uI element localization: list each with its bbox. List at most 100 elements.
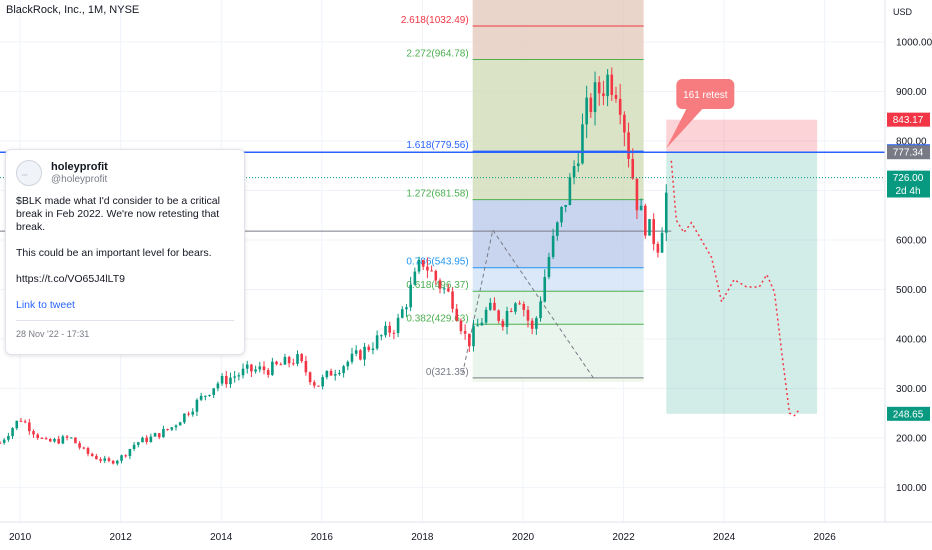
candle-body	[388, 325, 392, 333]
candle-body	[618, 98, 622, 115]
candle-body	[120, 455, 123, 461]
candle-body	[576, 163, 580, 167]
candle-body	[44, 438, 48, 440]
candle-body	[195, 399, 199, 412]
candle-body	[224, 375, 228, 385]
candle-body	[116, 460, 119, 464]
candle-body	[631, 158, 635, 179]
candle-body	[279, 364, 283, 366]
candle-body	[459, 320, 463, 332]
tweet-date: 28 Nov '22 - 17:31	[16, 329, 90, 339]
price-badge-label: 2d 4h	[895, 186, 920, 197]
fib-band	[472, 291, 644, 325]
price-badge-label: 726.00	[893, 173, 924, 184]
candle-body	[275, 361, 278, 365]
fib-band	[472, 25, 644, 60]
candle-body	[296, 354, 299, 364]
candle-body	[237, 375, 241, 377]
fib-label: 1.618(779.56)	[406, 140, 468, 151]
candle-body	[124, 455, 128, 457]
candle-body	[614, 94, 618, 99]
price-axis-bg	[885, 0, 932, 550]
candle-body	[597, 82, 601, 94]
candle-body	[178, 422, 182, 426]
candle-body	[664, 192, 668, 233]
candle-body	[463, 331, 467, 334]
candle-body	[166, 428, 169, 430]
candle-body	[409, 284, 412, 308]
candle-body	[354, 350, 358, 354]
candle-body	[564, 204, 567, 207]
fib-band	[472, 324, 644, 378]
candle-body	[413, 271, 417, 285]
x-tick-label: 2020	[512, 532, 535, 543]
candle-body	[568, 177, 572, 205]
candle-body	[656, 244, 660, 253]
fib-band-bottom	[472, 377, 644, 382]
fib-label: 0.786(543.95)	[406, 257, 468, 268]
candle-body	[220, 375, 224, 384]
x-tick-label: 2024	[713, 532, 736, 543]
candle-body	[417, 259, 421, 272]
candle-body	[509, 310, 513, 312]
tweet-body: $BLK made what I'd consider to be a crit…	[16, 195, 234, 286]
candle-body	[572, 166, 576, 178]
candle-body	[216, 383, 220, 389]
candle-body	[128, 449, 132, 457]
trend-line	[492, 229, 594, 379]
candle-body	[191, 411, 195, 415]
candle-body	[312, 382, 316, 386]
candle-body	[405, 307, 408, 310]
candle-body	[107, 458, 111, 461]
candle-body	[36, 434, 40, 438]
y-tick-label: 300.00	[896, 384, 927, 395]
candle-body	[19, 420, 23, 422]
candle-body	[342, 366, 345, 374]
price-badge	[887, 145, 930, 160]
fib-label: 0(321.35)	[426, 367, 469, 378]
candle-body	[539, 301, 542, 319]
y-tick-label: 600.00	[896, 235, 927, 246]
candle-body	[95, 455, 98, 460]
price-badge	[887, 112, 930, 127]
tweet-author-handle: @holeyprofit	[51, 174, 108, 185]
currency-label: USD	[893, 7, 913, 17]
candle-body	[505, 310, 509, 327]
candle-body	[384, 325, 387, 336]
candle-body	[610, 74, 614, 95]
candle-body	[363, 346, 366, 360]
candle-body	[338, 373, 341, 375]
price-badge-label: 843.17	[893, 115, 924, 126]
candle-body	[468, 333, 471, 347]
candle-body	[514, 303, 517, 312]
candle-body	[639, 205, 643, 211]
tweet-url[interactable]: https://t.co/VO65J4lLT9	[16, 273, 125, 285]
candle-body	[157, 433, 161, 438]
candle-body	[333, 374, 337, 376]
candle-body	[426, 266, 429, 271]
y-tick-label: 900.00	[896, 87, 927, 98]
candle-body	[547, 256, 551, 278]
trend-line	[462, 229, 494, 374]
x-tick-label: 2016	[311, 532, 334, 543]
candle-body	[488, 302, 492, 310]
candle-body	[560, 206, 563, 223]
chart-title: BlackRock, Inc., 1M, NYSE	[6, 4, 140, 16]
tweet-link[interactable]: Link to tweet	[16, 299, 75, 311]
candle-body	[380, 335, 383, 337]
candle-body	[271, 361, 274, 375]
fib-band	[472, 151, 644, 200]
candle-body	[442, 288, 446, 290]
candle-body	[208, 394, 211, 396]
candle-body	[0, 442, 2, 444]
candle-body	[346, 361, 350, 367]
candle-body	[90, 453, 94, 456]
tweet-text-1: $BLK made what I'd consider to be a crit…	[16, 195, 220, 233]
x-tick-label: 2010	[9, 532, 32, 543]
candle-body	[99, 459, 102, 461]
candle-body	[447, 288, 450, 292]
candle-body	[241, 368, 245, 376]
candle-body	[86, 447, 90, 454]
price-badge	[887, 406, 930, 421]
candle-body	[65, 436, 69, 438]
